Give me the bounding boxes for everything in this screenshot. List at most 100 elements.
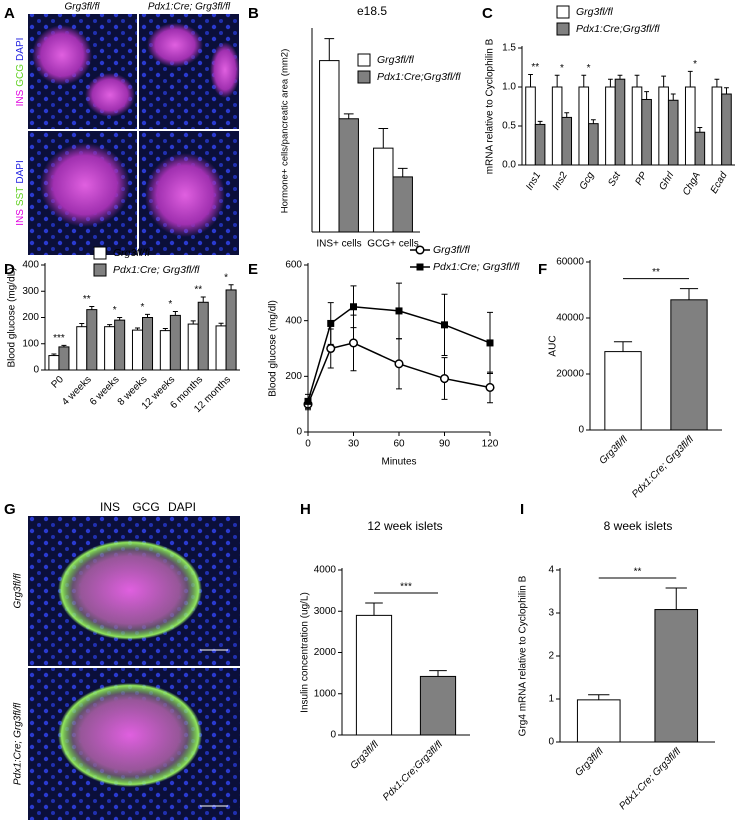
significance: ** — [194, 285, 202, 296]
column-label: Grg3fl/fl — [64, 2, 100, 13]
bar — [215, 325, 227, 371]
error-bar — [537, 120, 543, 125]
error-bar — [714, 78, 720, 87]
bar — [319, 60, 340, 233]
y-axis-label: Insulin concentration (ug/L) — [300, 592, 311, 713]
series-line — [307, 305, 491, 402]
islet — [145, 153, 225, 237]
legend-swatch — [93, 263, 107, 277]
point — [486, 339, 494, 347]
panel-letter: B — [248, 5, 259, 22]
y-axis-label: Blood glucose (mg/dL) — [7, 267, 18, 367]
column-label: Pdx1:Cre; Grg3fl/fl — [148, 2, 231, 13]
bar — [355, 614, 393, 736]
error-bar — [528, 74, 533, 87]
x-tick-label: Pdx1:Cre;Grg3fl/fl — [381, 739, 446, 804]
error-bar — [607, 78, 613, 87]
x-tick-label: PP — [633, 170, 649, 187]
legend-swatch — [357, 53, 371, 67]
x-tick-label: 120 — [482, 439, 499, 450]
error-bar — [79, 323, 85, 327]
point — [439, 374, 450, 384]
error-bar — [51, 353, 57, 356]
islet — [210, 42, 240, 98]
legend-label: Grg3fl/fl — [113, 247, 150, 259]
significance: ** — [531, 62, 539, 73]
y-axis-label: Hormone+ cells/pancreatic area (mm2) — [280, 49, 291, 213]
y-tick-label: 2000 — [314, 647, 337, 658]
significance: ** — [652, 267, 660, 278]
bar — [551, 86, 563, 166]
islet-rim — [58, 540, 202, 640]
legend-swatch — [357, 70, 371, 84]
y-tick-label: 1.0 — [502, 82, 516, 93]
bar — [131, 329, 144, 371]
error-bar — [378, 128, 389, 149]
y-axis-label: AUC — [548, 335, 559, 356]
error-bar — [200, 296, 206, 303]
stain-label: INS — [15, 89, 26, 106]
bar — [578, 86, 590, 166]
legend-label: Pdx1:Cre;Grg3fl/fl — [377, 71, 461, 83]
significance: ** — [83, 294, 91, 305]
x-tick-label: Gcg — [578, 170, 597, 192]
x-tick-label: 90 — [439, 439, 451, 450]
y-tick-label: 400 — [285, 315, 302, 326]
error-bar — [687, 70, 693, 87]
y-tick-label: 0 — [330, 730, 336, 741]
bar — [658, 86, 669, 166]
legend-swatch — [556, 5, 570, 19]
row-label: INS GCG DAPI — [15, 38, 26, 107]
legend-label: Grg3fl/fl — [433, 244, 470, 256]
error-bar — [162, 328, 168, 331]
bar — [525, 86, 536, 166]
point — [348, 338, 359, 348]
error-bar — [661, 75, 667, 87]
series-line — [307, 342, 491, 405]
significance: * — [693, 59, 697, 70]
error-bar — [228, 284, 234, 290]
y-tick-label: 0 — [548, 737, 554, 748]
error-bar — [670, 93, 676, 101]
significance: ** — [634, 567, 642, 578]
error-bar — [61, 344, 67, 347]
x-tick-label: 0 — [305, 439, 311, 450]
panel-letter: D — [4, 261, 15, 278]
error-bar — [588, 694, 610, 700]
y-tick-label: 0 — [33, 365, 39, 376]
error-bar — [429, 670, 447, 677]
x-tick-label: 6 weeks — [88, 374, 122, 408]
error-bar — [581, 74, 587, 87]
significance: *** — [53, 333, 65, 344]
islet — [40, 143, 130, 227]
y-tick-label: 100 — [22, 338, 39, 349]
stain-label: INS — [15, 209, 26, 226]
point — [326, 343, 336, 354]
y-tick-label: 400 — [22, 260, 39, 271]
error-bar — [145, 313, 151, 318]
x-tick-label: GCG+ cells — [367, 239, 418, 250]
error-bar — [365, 602, 383, 616]
error-bar — [697, 127, 703, 133]
error-bar — [397, 167, 408, 177]
significance: * — [560, 63, 564, 74]
y-axis-label: mRNA relative to Cyclophilin B — [485, 38, 496, 174]
point — [416, 263, 424, 271]
y-axis-label: Grg4 mRNA relative to Cyclophilin B — [518, 575, 529, 736]
bar — [641, 98, 652, 166]
y-tick-label: 1000 — [314, 688, 337, 699]
bar — [711, 86, 723, 166]
error-bar — [190, 320, 196, 325]
point — [485, 382, 495, 393]
x-tick-label: Grg3fl/fl — [348, 739, 381, 772]
x-tick-label: 30 — [348, 439, 360, 450]
significance: * — [587, 63, 591, 74]
x-tick-label: P0 — [49, 374, 66, 391]
bar — [104, 326, 116, 371]
islet — [147, 23, 203, 67]
panel-g-images — [28, 516, 240, 820]
bar — [605, 86, 616, 166]
y-tick-label: 2 — [548, 651, 554, 662]
stain-label: SST — [15, 187, 26, 206]
y-tick-label: 60000 — [556, 257, 584, 268]
